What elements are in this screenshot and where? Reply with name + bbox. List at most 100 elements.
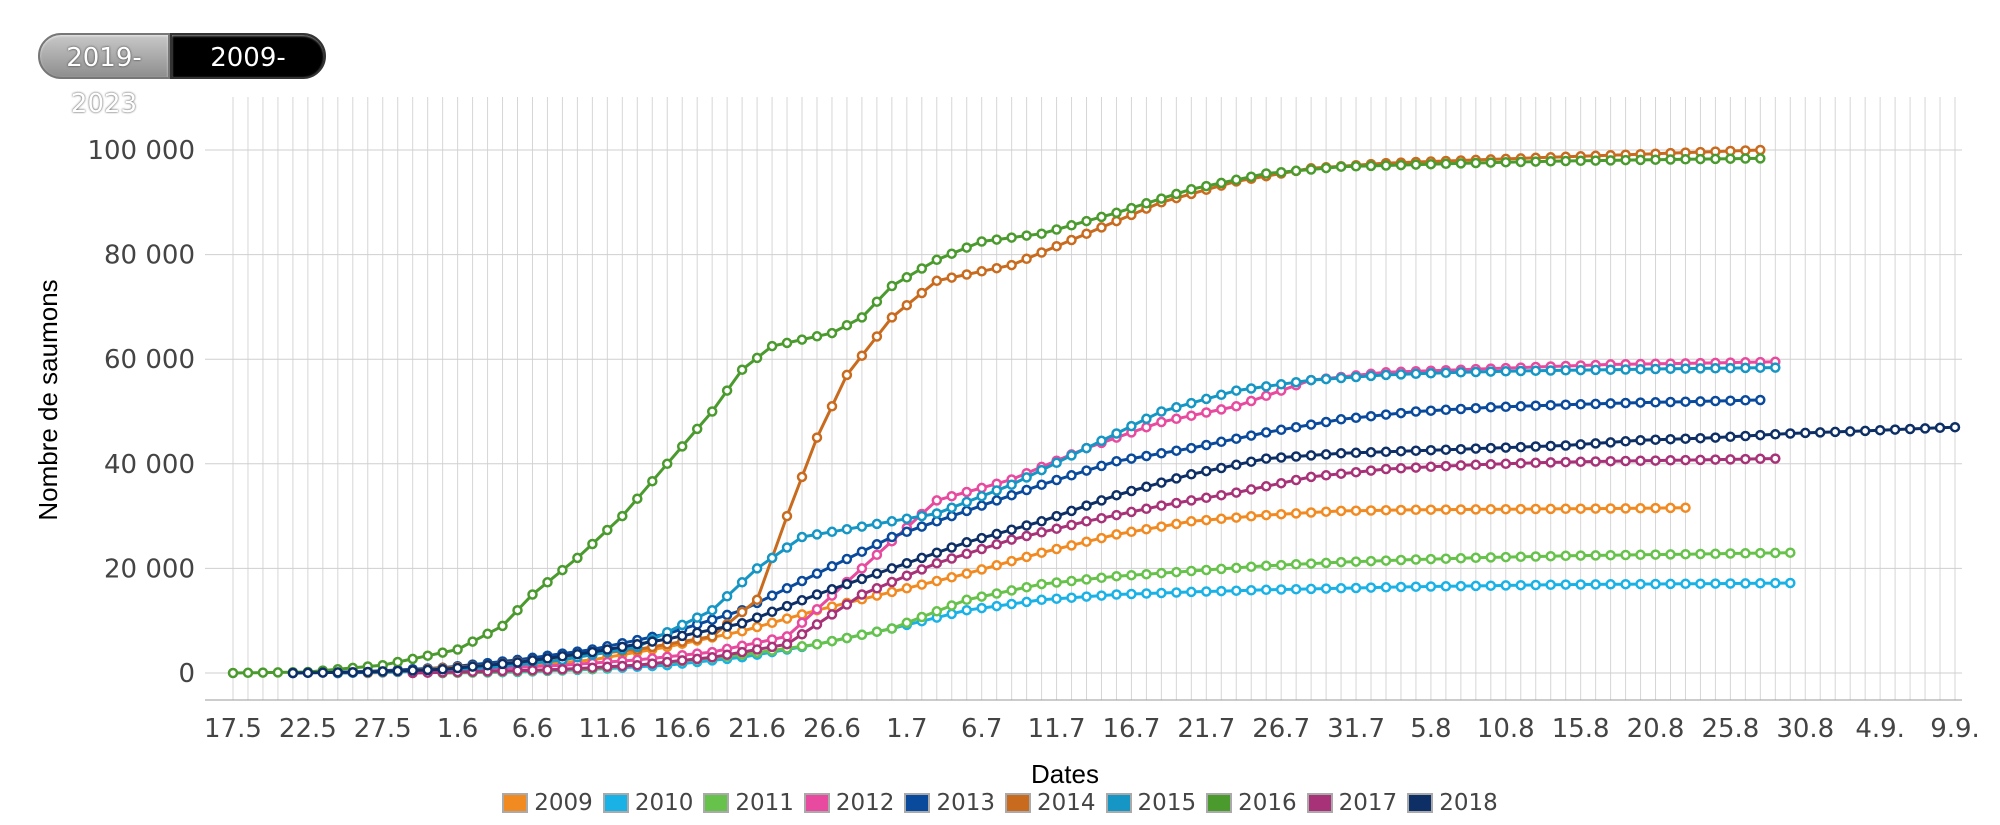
- data-point: [1575, 550, 1586, 561]
- data-point: [1755, 394, 1766, 406]
- data-point: [856, 563, 868, 574]
- legend-item-2012[interactable]: 2012: [803, 790, 894, 816]
- legend-item-2014[interactable]: 2014: [1005, 790, 1096, 816]
- data-point: [1320, 416, 1332, 428]
- range-2019-2023-button[interactable]: 2019-2023: [38, 33, 170, 119]
- data-point: [542, 653, 553, 664]
- data-point: [1201, 393, 1212, 405]
- x-tick-label: 26.6: [803, 714, 861, 744]
- data-point: [1305, 374, 1317, 386]
- data-point: [1755, 578, 1766, 589]
- data-point: [1006, 232, 1017, 243]
- data-point: [1740, 453, 1751, 465]
- data-point: [1111, 455, 1122, 467]
- data-point: [766, 606, 778, 618]
- legend-item-2018[interactable]: 2018: [1407, 790, 1498, 816]
- data-point: [706, 652, 718, 663]
- data-point: [961, 568, 972, 579]
- data-point: [1665, 502, 1676, 514]
- data-point: [676, 630, 688, 642]
- data-point: [1380, 446, 1392, 458]
- data-point: [1066, 519, 1077, 531]
- data-point: [736, 646, 748, 658]
- data-point: [1245, 561, 1257, 573]
- data-point: [1275, 559, 1287, 571]
- data-point: [1036, 247, 1047, 258]
- legend-item-2015[interactable]: 2015: [1105, 790, 1196, 816]
- data-point: [826, 526, 838, 538]
- data-point: [1859, 425, 1871, 437]
- data-point: [811, 331, 823, 342]
- data-point: [961, 505, 972, 517]
- data-point: [1560, 456, 1571, 468]
- data-point: [1111, 509, 1122, 521]
- data-point: [1725, 431, 1736, 443]
- data-point: [976, 490, 987, 502]
- data-point: [1290, 583, 1302, 595]
- data-point: [1320, 506, 1332, 517]
- data-point: [1725, 153, 1736, 164]
- data-point: [1545, 579, 1556, 591]
- legend-item-2011[interactable]: 2011: [703, 790, 794, 816]
- legend-item-2010[interactable]: 2010: [602, 790, 693, 816]
- data-point: [1470, 580, 1482, 592]
- data-point: [1245, 383, 1257, 394]
- data-point: [1410, 554, 1422, 565]
- data-point: [871, 583, 883, 594]
- data-point: [1590, 550, 1601, 561]
- data-point: [766, 617, 778, 629]
- data-point: [1380, 582, 1392, 593]
- legend-label: 2016: [1238, 790, 1297, 816]
- data-point: [1051, 224, 1062, 235]
- data-point: [796, 617, 808, 629]
- data-point: [1141, 481, 1152, 493]
- data-point: [1335, 505, 1347, 517]
- data-point: [1665, 433, 1676, 445]
- data-point: [1066, 540, 1077, 551]
- data-point: [1650, 578, 1661, 590]
- x-tick-label: 30.8: [1776, 714, 1834, 744]
- data-point: [1710, 578, 1721, 589]
- data-point: [1515, 579, 1527, 591]
- data-point: [1785, 577, 1796, 589]
- data-point: [1066, 592, 1077, 603]
- data-point: [1755, 144, 1766, 156]
- data-point: [1036, 547, 1047, 558]
- data-point: [871, 539, 883, 550]
- data-point: [1410, 368, 1422, 380]
- data-point: [1096, 211, 1107, 223]
- data-point: [1710, 548, 1721, 560]
- range-2009-2018-button[interactable]: 2009-2018: [170, 33, 326, 119]
- data-point: [1186, 183, 1197, 195]
- data-point: [1380, 463, 1392, 475]
- data-point: [1051, 474, 1062, 486]
- legend-item-2017[interactable]: 2017: [1306, 790, 1397, 816]
- data-point: [1530, 551, 1541, 562]
- data-point: [1320, 583, 1332, 594]
- data-point: [1021, 253, 1032, 265]
- data-point: [991, 234, 1002, 245]
- data-point: [901, 583, 913, 594]
- data-point: [1560, 365, 1571, 376]
- legend-item-2016[interactable]: 2016: [1206, 790, 1297, 816]
- data-point: [781, 638, 793, 650]
- data-point: [796, 595, 808, 606]
- data-point: [976, 236, 987, 247]
- data-point: [1141, 503, 1152, 515]
- data-point: [1231, 459, 1242, 471]
- data-point: [1006, 259, 1017, 271]
- data-point: [1590, 456, 1601, 467]
- data-point: [512, 657, 523, 668]
- legend-item-2013[interactable]: 2013: [904, 790, 995, 816]
- data-point: [1620, 364, 1631, 375]
- data-point: [587, 662, 598, 673]
- legend-item-2009[interactable]: 2009: [502, 790, 593, 816]
- legend-label: 2018: [1439, 790, 1498, 816]
- y-tick-label: 20 000: [104, 554, 195, 584]
- data-point: [1335, 448, 1347, 459]
- data-point: [1575, 439, 1586, 450]
- data-point: [1605, 398, 1616, 409]
- data-point: [961, 496, 972, 508]
- data-point: [1201, 407, 1212, 418]
- data-point: [856, 546, 868, 557]
